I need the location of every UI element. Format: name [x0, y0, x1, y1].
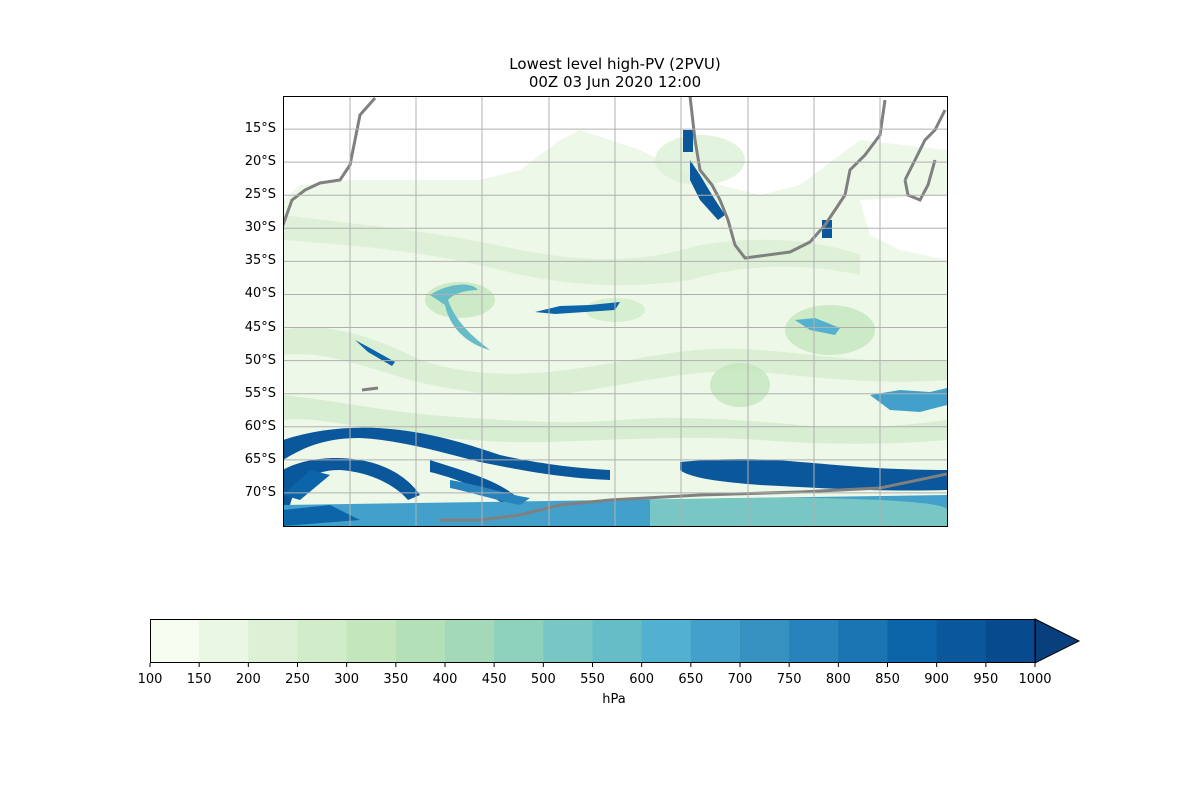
colorbar-bin — [248, 619, 298, 663]
pv-high-pressure-spot — [822, 220, 832, 238]
colorbar-frame — [150, 619, 1036, 663]
colorbar-tick-label: 900 — [924, 672, 950, 687]
colorbar-bin — [199, 619, 249, 663]
colorbar-bin — [346, 619, 397, 663]
colorbar-bin — [838, 619, 888, 663]
pv-high-pressure-filament — [430, 284, 490, 350]
lat-label: 25°S — [244, 187, 276, 203]
pv-antarctic-region — [283, 505, 360, 526]
pv-swirl — [655, 135, 745, 185]
coastline — [283, 96, 947, 522]
colorbar-bin — [395, 619, 446, 663]
figure-subtitle: 00Z 03 Jun 2020 12:00 — [528, 73, 702, 91]
map-frame — [283, 96, 948, 527]
colorbar-bin — [887, 619, 938, 663]
colorbar-tick-label: 250 — [285, 672, 310, 687]
lat-label: 65°S — [244, 451, 276, 467]
colorbar-label: hPa — [602, 692, 626, 707]
colorbar-tick-label: 950 — [973, 672, 999, 687]
colorbar-tick-label: 150 — [186, 672, 212, 687]
pv-high-pressure-filament — [535, 302, 620, 314]
colorbar-tick-label: 450 — [481, 672, 507, 687]
colorbar-bin — [494, 619, 544, 663]
colorbar-tick-label: 100 — [137, 672, 163, 687]
colorbar-bin — [297, 619, 348, 663]
pv-field — [283, 96, 947, 526]
colorbar-tick-label: 600 — [629, 672, 655, 687]
colorbar-tick-label: 650 — [678, 672, 704, 687]
pv-high-pressure-filament — [795, 318, 840, 335]
pv-high-pressure-filament — [690, 160, 725, 220]
colorbar-bin — [789, 619, 839, 663]
colorbar-tick-label: 500 — [530, 672, 556, 687]
colorbar-bin — [150, 619, 200, 663]
lat-label: 35°S — [244, 253, 276, 269]
lat-label: 40°S — [244, 286, 276, 302]
pv-antarctic-region — [283, 427, 610, 480]
colorbar-tick-label: 200 — [235, 672, 261, 687]
colorbar-tick-label: 700 — [727, 672, 753, 687]
no-data-region-east — [860, 195, 947, 260]
no-data-region — [283, 96, 947, 200]
pv-band — [283, 395, 947, 444]
colorbar-tick-label: 1000 — [1018, 672, 1052, 687]
colorbar-bin — [543, 619, 593, 663]
lat-label: 20°S — [244, 154, 276, 170]
lat-label: 55°S — [244, 385, 276, 401]
pv-band — [283, 327, 947, 396]
colorbar-tick-marks — [149, 663, 1036, 667]
lat-label: 50°S — [244, 352, 276, 368]
colorbar-bin — [592, 619, 643, 663]
gridlines — [283, 96, 947, 526]
colorbar-bin — [641, 619, 692, 663]
pv-high-pressure-spot — [683, 130, 693, 152]
colorbar-bin — [690, 619, 741, 663]
pv-antarctic-region — [283, 458, 420, 505]
colorbar-tick-label: 400 — [432, 672, 458, 687]
colorbar-tick-label: 300 — [334, 672, 360, 687]
lat-label: 45°S — [244, 319, 276, 335]
colorbar-bin — [985, 619, 1036, 663]
figure-title: Lowest level high-PV (2PVU) — [509, 55, 721, 73]
pv-high-pressure-filament — [355, 340, 395, 366]
lat-label: 15°S — [244, 121, 276, 137]
lat-label: 60°S — [244, 418, 276, 434]
pv-swirl — [710, 363, 770, 407]
colorbar-bin — [936, 619, 987, 663]
lat-label: 30°S — [244, 220, 276, 236]
colorbar-tick-label: 850 — [875, 672, 900, 687]
colorbar-extend-arrow — [1034, 618, 1081, 664]
pv-antarctic-region — [650, 497, 947, 526]
lat-label: 70°S — [244, 484, 276, 500]
colorbar-tick-label: 800 — [825, 672, 851, 687]
pv-band — [283, 215, 860, 286]
colorbar-bin — [740, 619, 790, 663]
colorbar-bin — [445, 619, 495, 663]
colorbar-bins — [150, 619, 1036, 663]
colorbar-tick-label: 550 — [580, 672, 605, 687]
map-panel — [283, 96, 948, 527]
colorbar-tick-label: 750 — [776, 672, 802, 687]
colorbar-tick-label: 350 — [383, 672, 409, 687]
